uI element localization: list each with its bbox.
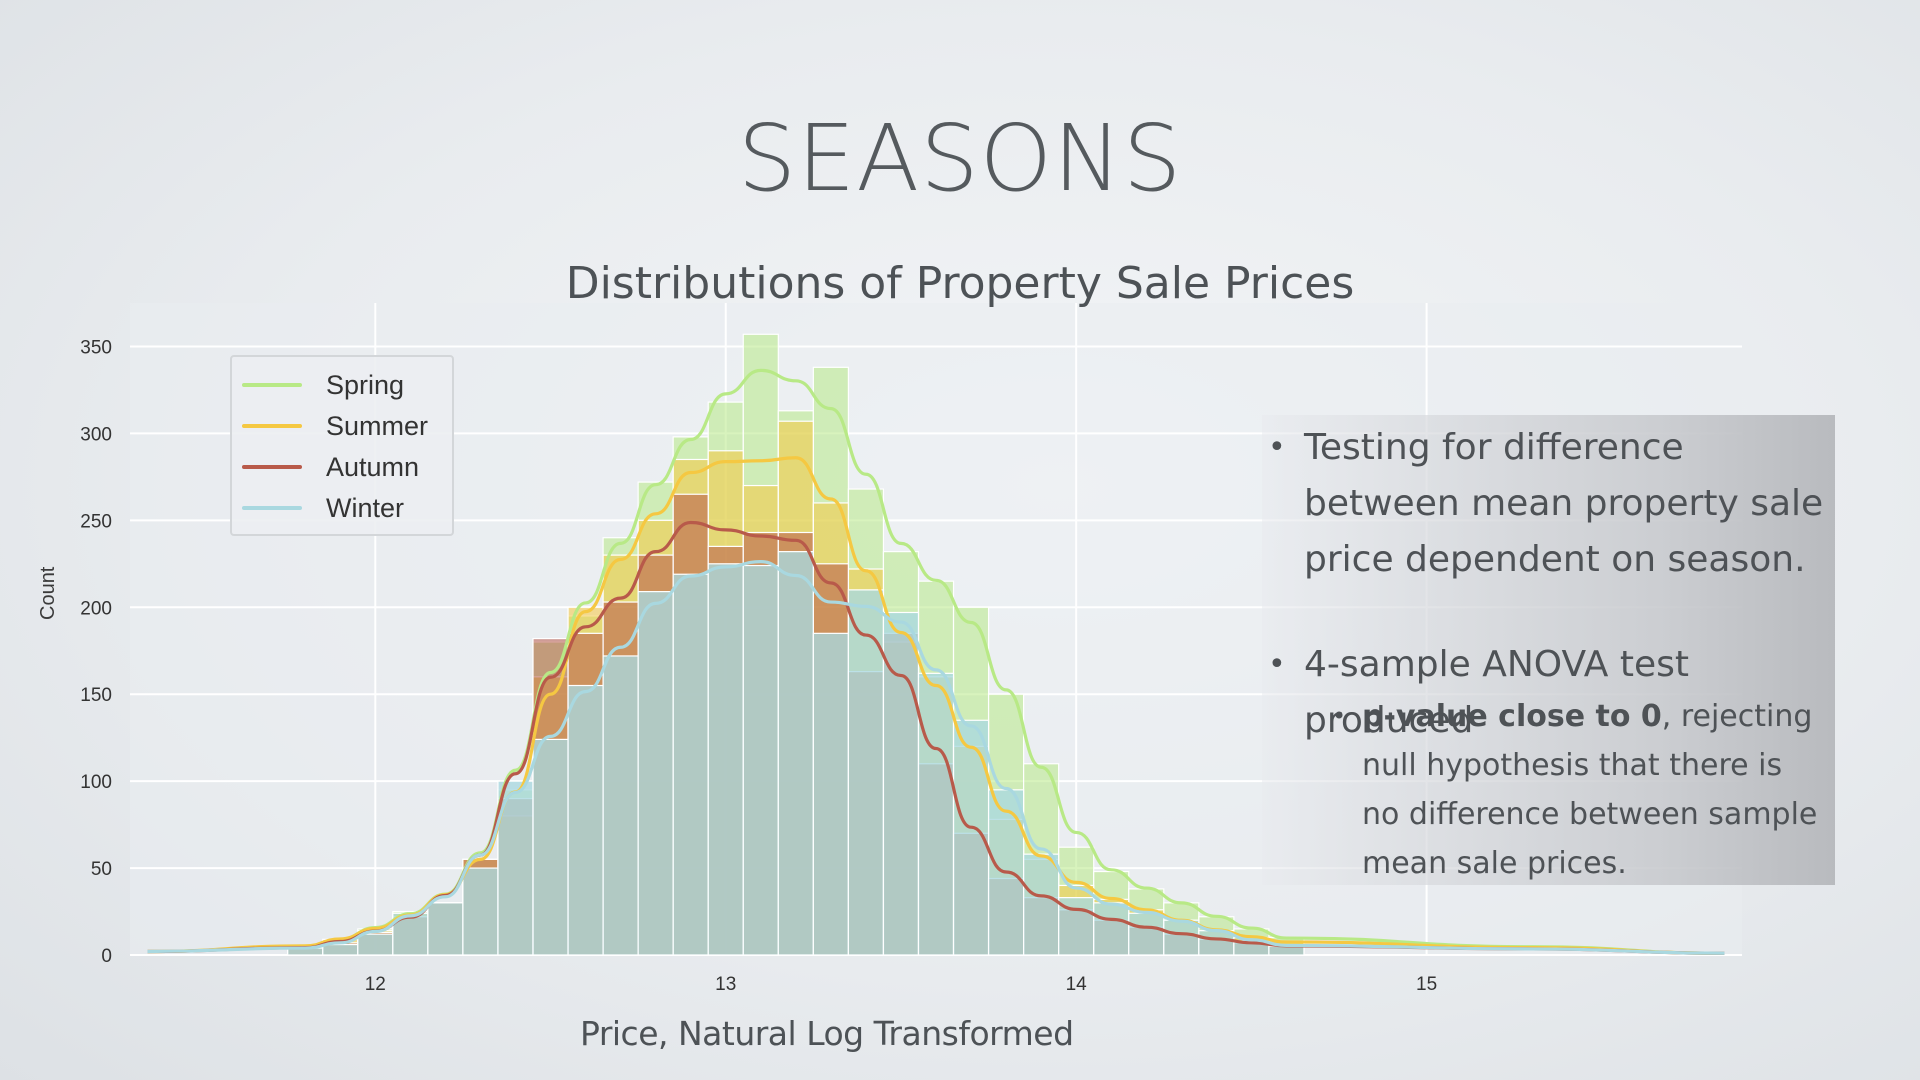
y-tick-label: 350 <box>80 337 112 358</box>
bullet-text: 4-sample ANOVA test produced <box>1304 644 1690 741</box>
y-axis-label: Count <box>37 566 59 620</box>
bullet-anova-purpose: • Testing for difference between mean pr… <box>1268 420 1824 588</box>
bar-winter <box>1093 902 1130 956</box>
legend-item-winter: Winter <box>242 492 404 524</box>
bar-winter <box>1128 912 1165 956</box>
bullet-anova-result: • 4-sample ANOVA test produced <box>1268 637 1834 749</box>
y-tick-label: 250 <box>80 511 112 532</box>
x-tick-label: 15 <box>1416 974 1437 995</box>
legend-swatch <box>242 465 302 469</box>
y-tick-label: 50 <box>91 859 112 880</box>
x-tick-label: 13 <box>715 974 736 995</box>
legend-item-spring: Spring <box>242 369 404 401</box>
bullet-text: Testing for difference between mean prop… <box>1304 427 1824 580</box>
bar-winter <box>777 551 814 956</box>
bar-winter <box>707 563 744 956</box>
x-axis-label: Price, Natural Log Transformed <box>580 1014 1074 1053</box>
bullet-dot: • <box>1332 702 1347 730</box>
bar-winter <box>462 867 499 956</box>
legend-label: Autumn <box>326 451 420 482</box>
chart-legend: Spring Summer Autumn Winter <box>230 355 454 536</box>
bar-winter <box>847 589 885 956</box>
bar-winter <box>637 591 674 956</box>
p-value-emphasis: p-value close to 0 <box>1362 699 1662 734</box>
slide-title: SEASONS <box>737 105 1183 212</box>
bar-winter <box>917 672 955 956</box>
legend-label: Winter <box>326 492 405 523</box>
y-tick-label: 300 <box>80 424 112 445</box>
notes-panel: • Testing for difference between mean pr… <box>1262 415 1835 885</box>
bar-winter <box>532 738 569 956</box>
bar-winter <box>1268 945 1305 956</box>
kde-line-winter <box>147 560 1725 955</box>
bar-winter <box>1163 919 1200 956</box>
bar-winter <box>357 933 394 956</box>
bar-winter <box>812 632 849 956</box>
sub-bullet-text: , rejecting null hypothesis that there i… <box>1362 699 1818 881</box>
sub-bullet-p-value: • p-value close to 0, rejecting null hyp… <box>1332 692 1822 888</box>
legend-swatch <box>242 506 302 510</box>
y-tick-label: 200 <box>80 598 112 619</box>
y-tick-label: 0 <box>101 946 112 967</box>
legend-label: Spring <box>326 369 405 400</box>
legend-swatch <box>242 424 302 428</box>
bullet-dot: • <box>1268 430 1286 465</box>
legend-item-autumn: Autumn <box>242 451 419 483</box>
chart-title: Distributions of Property Sale Prices <box>565 258 1355 309</box>
bar-winter <box>567 684 604 956</box>
legend-swatch <box>242 383 302 387</box>
legend-item-summer: Summer <box>242 410 428 442</box>
x-tick-label: 12 <box>365 974 386 995</box>
y-tick-label: 100 <box>80 772 112 793</box>
bar-winter <box>322 943 359 956</box>
y-tick-label: 150 <box>80 685 112 706</box>
legend-label: Summer <box>326 410 429 441</box>
x-tick-label: 14 <box>1066 974 1088 995</box>
bar-winter <box>672 573 709 956</box>
bar-winter <box>602 655 639 956</box>
bar-winter <box>1023 853 1060 956</box>
bar-winter <box>742 564 779 956</box>
bar-winter <box>427 902 464 956</box>
bullet-dot: • <box>1268 647 1286 682</box>
